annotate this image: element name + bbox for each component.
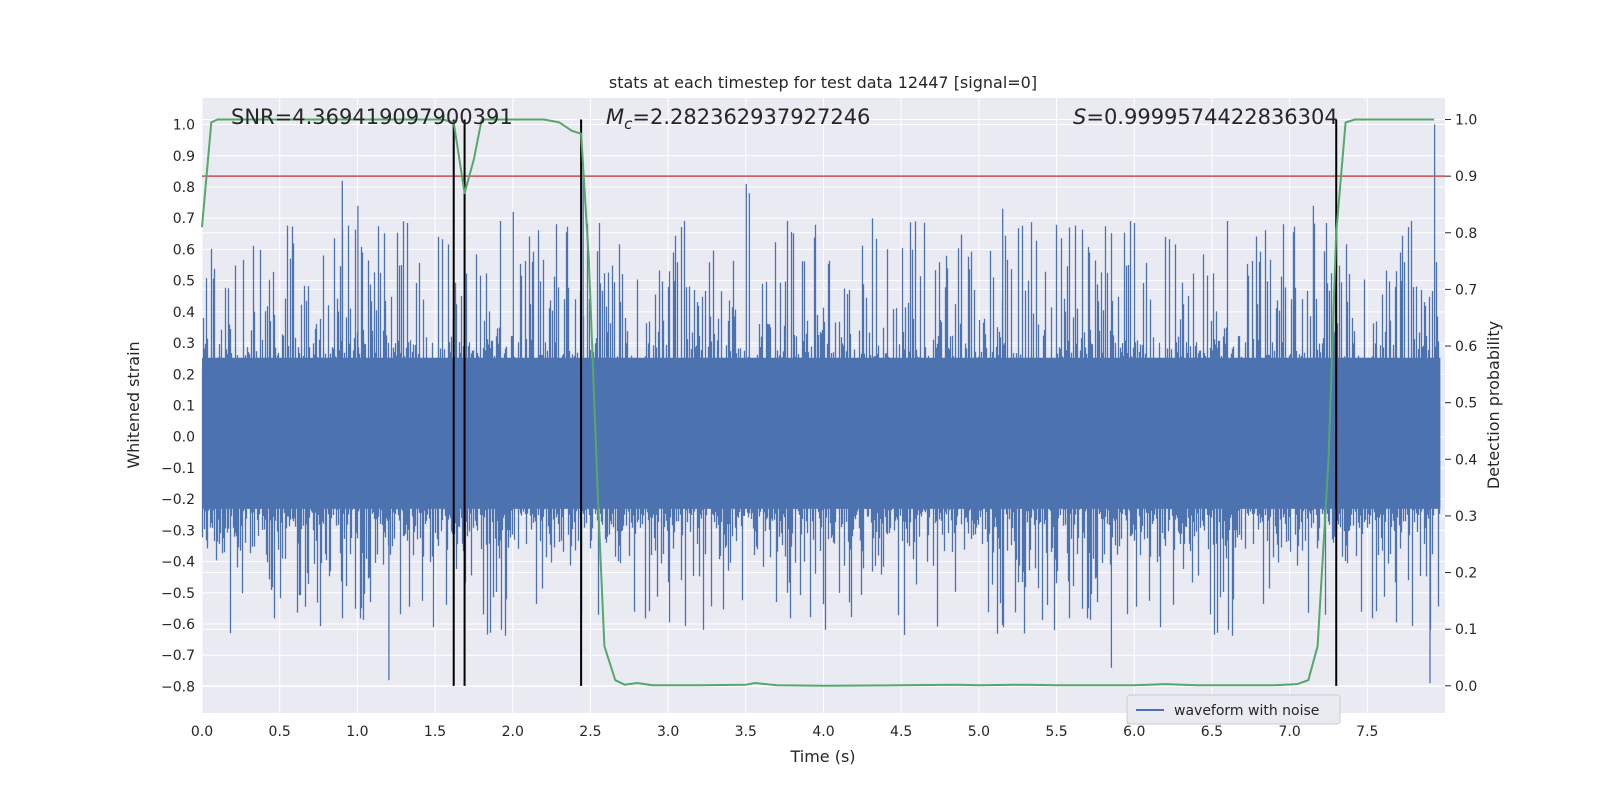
y2-tick-label: 0.9 xyxy=(1455,169,1477,185)
y2-tick-label: 1.0 xyxy=(1455,113,1477,129)
s-annotation: S=0.9999574422836304 xyxy=(1073,105,1338,129)
y2-tick-label: 0.2 xyxy=(1455,566,1477,582)
y-tick-label: 0.1 xyxy=(173,399,195,415)
y-tick-label: 0.4 xyxy=(173,305,195,321)
x-tick-label: 3.5 xyxy=(735,724,757,740)
probability-line xyxy=(201,118,1435,687)
waveform-series xyxy=(201,124,1441,684)
y2-tick-label: 0.3 xyxy=(1455,509,1477,525)
y2-tick-label: 0.5 xyxy=(1455,396,1477,412)
legend-label: waveform with noise xyxy=(1174,703,1319,719)
y2-axis-label: Detection probability xyxy=(1484,321,1503,489)
x-tick-label: 0.0 xyxy=(191,724,213,740)
y2-tick-label: 0.8 xyxy=(1455,226,1477,242)
x-tick-label: 4.0 xyxy=(812,724,834,740)
x-tick-label: 0.5 xyxy=(269,724,291,740)
legend-box xyxy=(1126,694,1341,725)
mc-subscript: c xyxy=(624,115,633,133)
s-value: =0.9999574422836304 xyxy=(1086,105,1337,129)
y2-tick-label: 0.6 xyxy=(1455,339,1477,355)
x-tick-label: 5.5 xyxy=(1045,724,1067,740)
y2-tick-label: 0.0 xyxy=(1455,679,1477,695)
x-axis-label: Time (s) xyxy=(789,747,855,766)
x-tick-label: 2.5 xyxy=(579,724,601,740)
probability-series xyxy=(201,118,1435,687)
y2-tick-label: 0.1 xyxy=(1455,622,1477,638)
y-tick-label: 1.0 xyxy=(173,118,195,134)
mc-symbol: M xyxy=(606,105,624,129)
x-tick-label: 1.5 xyxy=(424,724,446,740)
s-symbol: S xyxy=(1073,105,1086,129)
x-tick-label: 7.0 xyxy=(1278,724,1300,740)
x-tick-label: 6.5 xyxy=(1201,724,1223,740)
y-tick-label: 0.9 xyxy=(173,149,195,165)
chart-title: stats at each timestep for test data 124… xyxy=(609,73,1037,92)
x-tick-label: 1.0 xyxy=(346,724,368,740)
y-tick-label: −0.3 xyxy=(161,523,195,539)
overlay-lines xyxy=(202,119,1445,686)
x-tick-label: 5.0 xyxy=(968,724,990,740)
y-axis-label: Whitened strain xyxy=(124,341,143,468)
x-tick-label: 6.0 xyxy=(1123,724,1145,740)
x-tick-label: 3.0 xyxy=(657,724,679,740)
y-tick-label: −0.4 xyxy=(161,555,195,571)
y-tick-label: −0.8 xyxy=(161,679,195,695)
mc-value: =2.282362937927246 xyxy=(632,105,870,129)
x-tick-label: 2.0 xyxy=(502,724,524,740)
y-tick-label: −0.7 xyxy=(161,648,195,664)
legend: waveform with noise xyxy=(1126,694,1341,725)
waveform-core-band xyxy=(202,357,1441,509)
y-tick-label: −0.6 xyxy=(161,617,195,633)
y-tick-label: 0.8 xyxy=(173,180,195,196)
x-tick-label: 4.5 xyxy=(890,724,912,740)
y-tick-label: 0.0 xyxy=(173,430,195,446)
y-tick-label: 0.3 xyxy=(173,336,195,352)
y2-tick-label: 0.7 xyxy=(1455,282,1477,298)
y2-tick-label: 0.4 xyxy=(1455,452,1477,468)
snr-annotation: SNR=4.369419097900391 xyxy=(231,105,513,129)
mc-annotation: Mc=2.282362937927246 xyxy=(606,105,870,133)
y-tick-label: −0.5 xyxy=(161,586,195,602)
y-tick-label: 0.5 xyxy=(173,274,195,290)
y-tick-label: 0.6 xyxy=(173,242,195,258)
x-tick-label: 7.5 xyxy=(1356,724,1378,740)
y-tick-label: −0.2 xyxy=(161,492,195,508)
tick-labels: 0.0 0.5 1.0 1.5 2.0 2.5 3.0 3.5 4.0 4.5 5.0 5.5 6.0 6… xyxy=(161,113,1477,740)
y-tick-label: 0.2 xyxy=(173,367,195,383)
y-tick-label: −0.1 xyxy=(161,461,195,477)
y-tick-label: 0.7 xyxy=(173,211,195,227)
